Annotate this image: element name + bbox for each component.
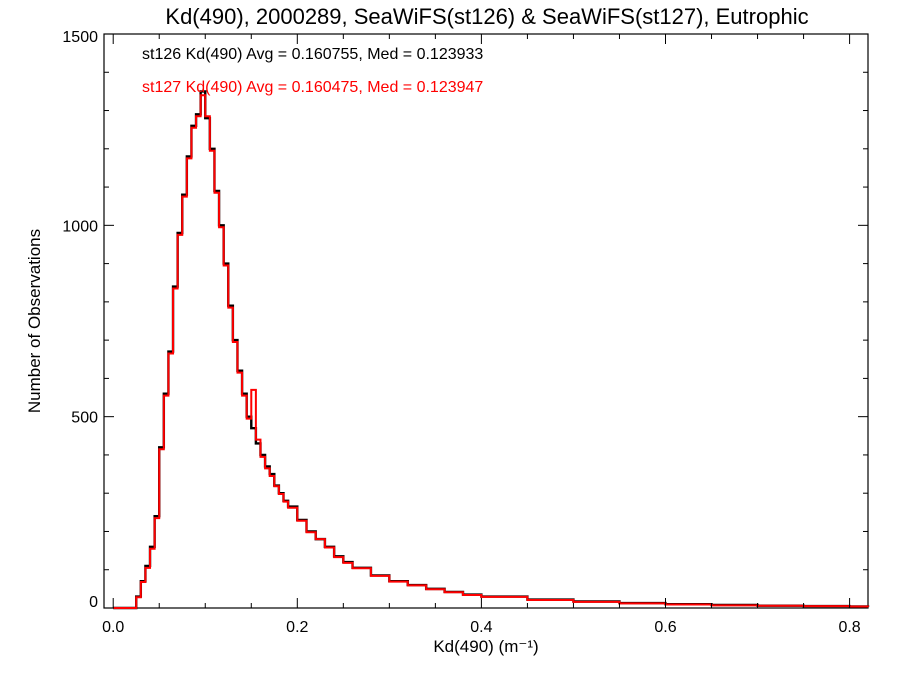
- chart-title: Kd(490), 2000289, SeaWiFS(st126) & SeaWi…: [165, 4, 808, 29]
- x-axis-ticks: 0.0 0.2 0.4 0.6 0.8: [102, 34, 861, 636]
- y-tick-label: 0: [89, 594, 98, 611]
- series-layer: [113, 90, 870, 610]
- y-axis-ticks: 0 500 1000 1500: [62, 29, 868, 611]
- plot-frame: [103, 33, 869, 609]
- x-tick-label: 0.6: [654, 619, 676, 636]
- annotation-st127: st127 Kd(490) Avg = 0.160475, Med = 0.12…: [142, 79, 483, 96]
- series-line-0: [113, 90, 870, 610]
- x-tick-label: 0.2: [286, 619, 308, 636]
- x-axis-label: Kd(490) (m⁻¹): [433, 637, 538, 656]
- series-line-1: [113, 94, 869, 609]
- y-tick-label: 1500: [62, 29, 98, 46]
- y-axis-label: Number of Observations: [25, 229, 44, 413]
- x-tick-label: 0.8: [838, 619, 860, 636]
- y-tick-label: 500: [71, 410, 98, 427]
- annotation-st126: st126 Kd(490) Avg = 0.160755, Med = 0.12…: [142, 46, 483, 63]
- x-tick-label: 0.0: [102, 619, 124, 636]
- x-tick-label: 0.4: [470, 619, 492, 636]
- y-tick-label: 1000: [62, 218, 98, 235]
